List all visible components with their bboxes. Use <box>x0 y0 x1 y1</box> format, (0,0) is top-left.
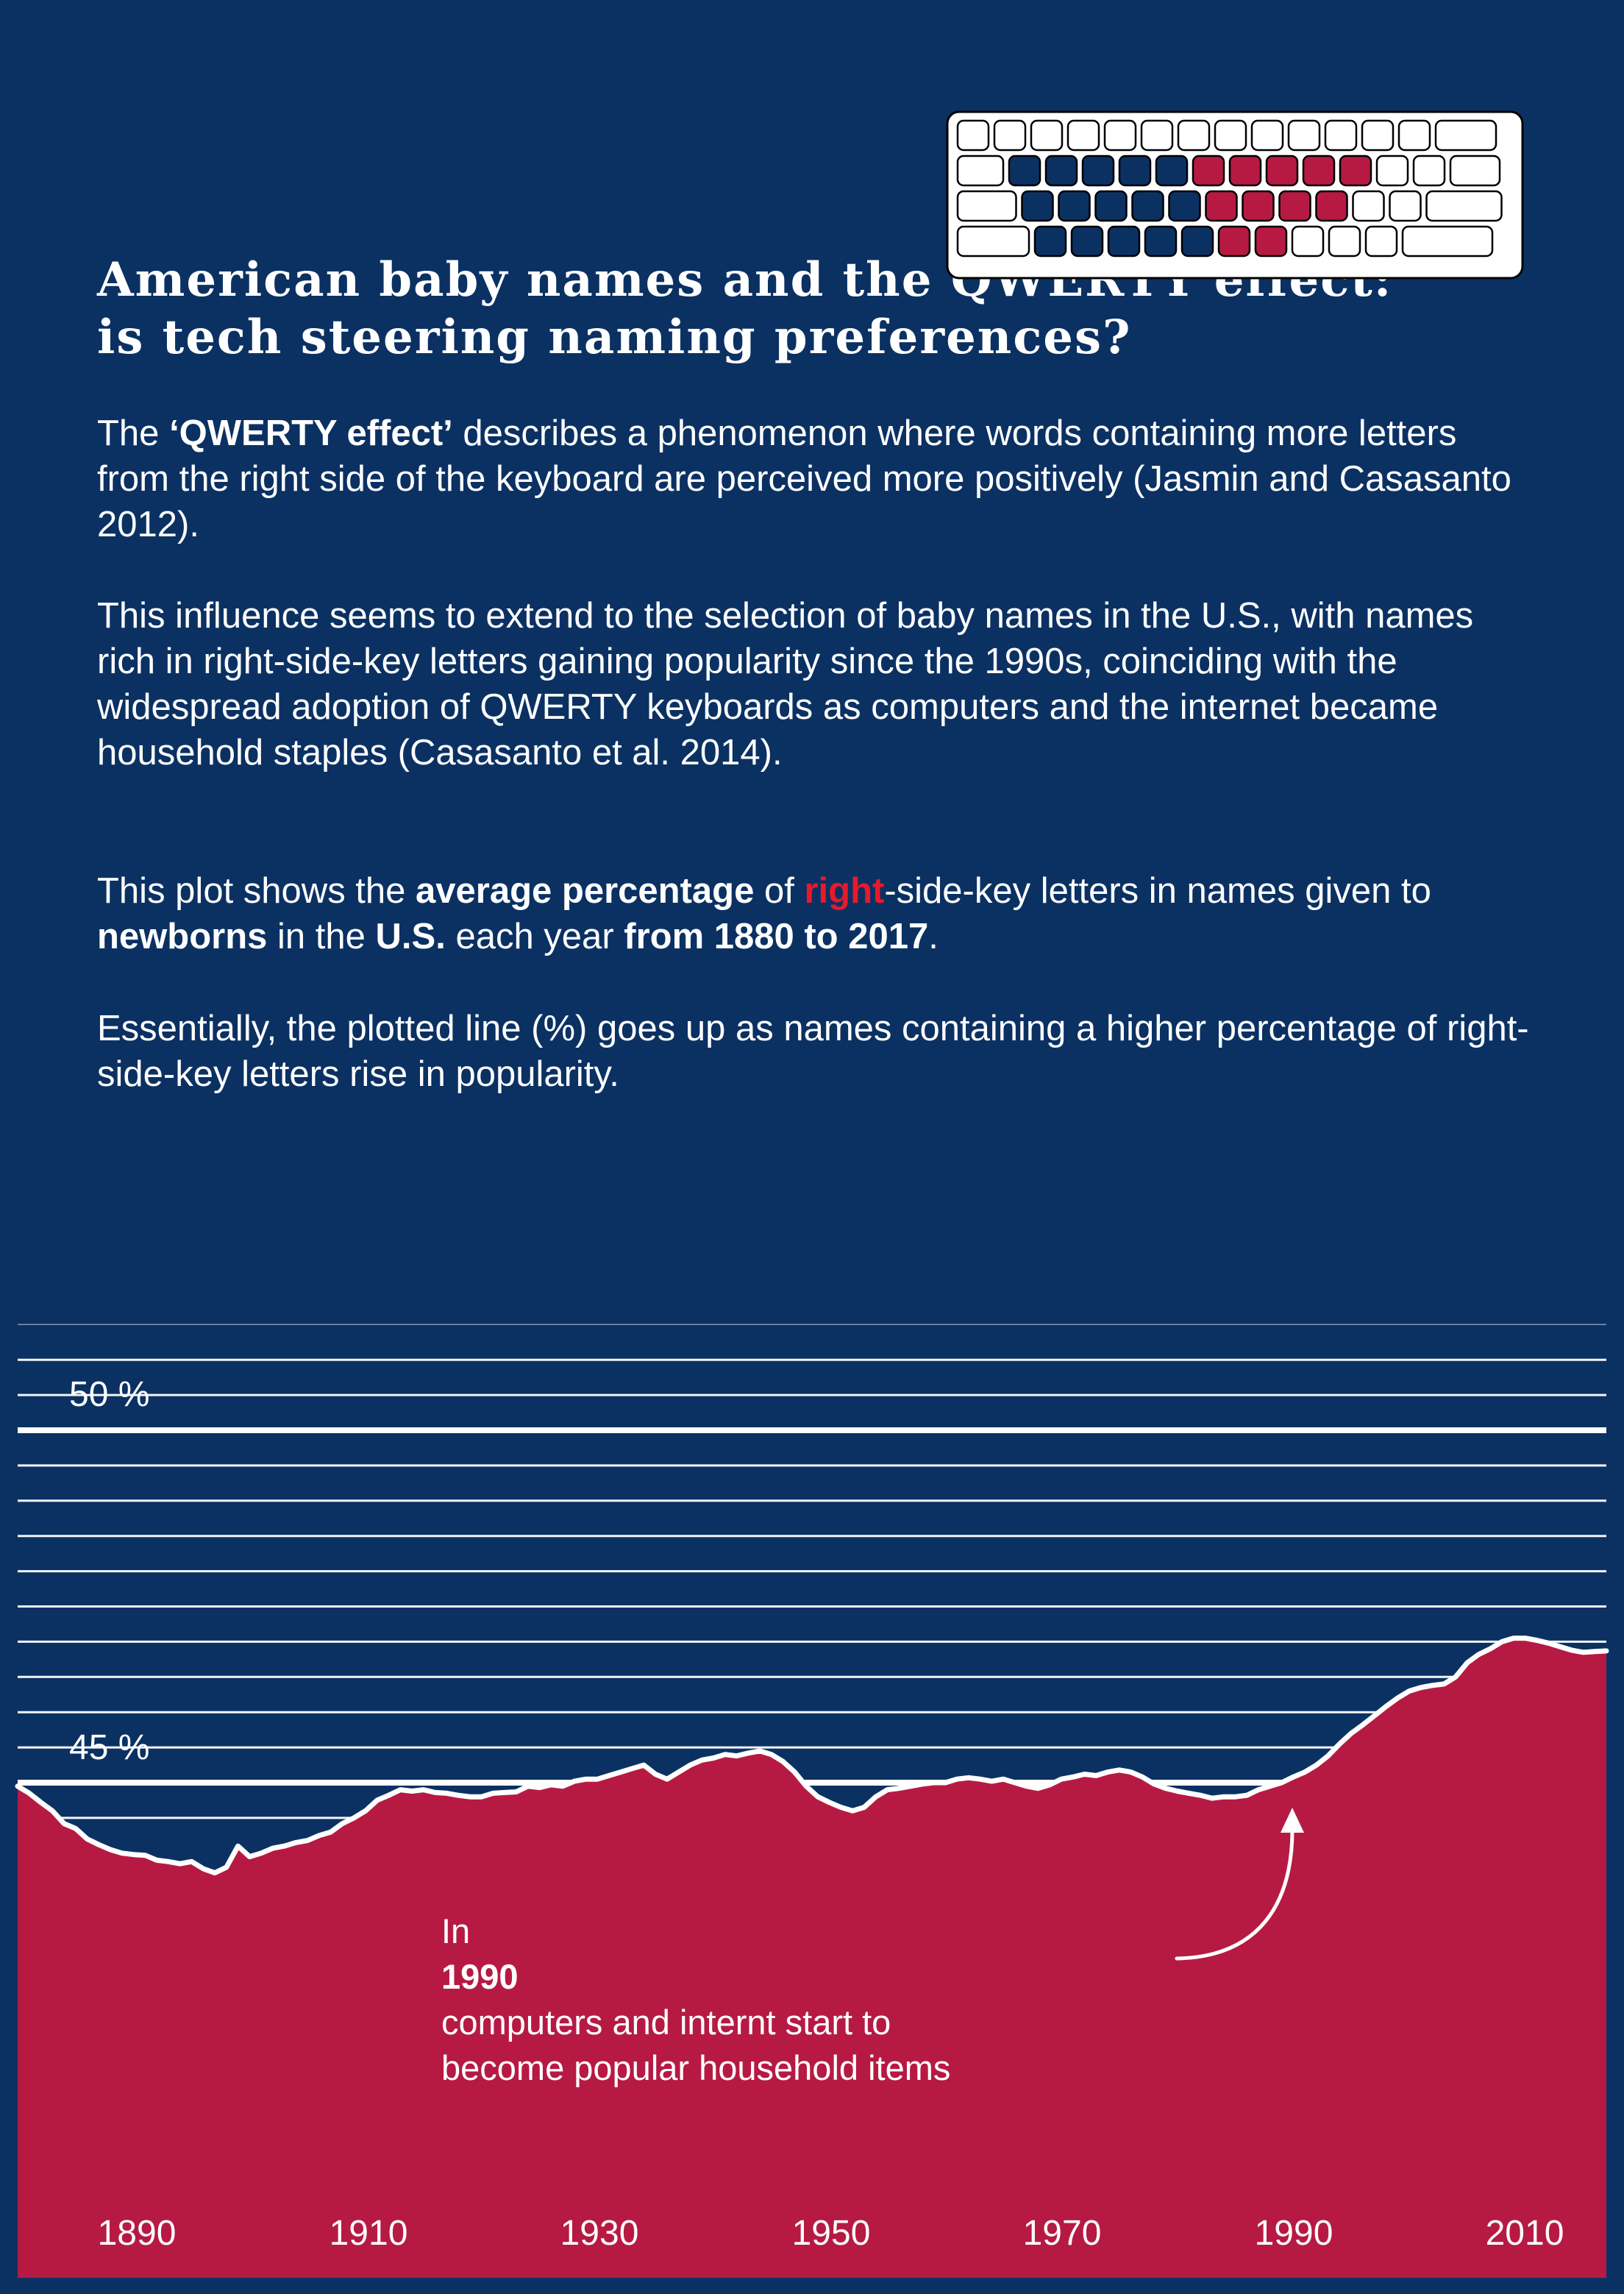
keyboard-key <box>1287 119 1321 152</box>
keyboard-key <box>1205 190 1238 222</box>
plot-description-paragraph: This plot shows the average percentage o… <box>97 871 1431 956</box>
keyboard-key <box>1155 155 1189 187</box>
qwerty-effect-term: ‘QWERTY effect’ <box>169 413 453 453</box>
title-line-2: is tech steering naming preferences? <box>97 310 1132 365</box>
keyboard-key <box>1131 190 1164 222</box>
x-tick-label-1890: 1890 <box>97 2214 177 2253</box>
influence-paragraph: This influence seems to extend to the se… <box>97 596 1474 773</box>
keyboard-key <box>1434 119 1497 152</box>
keyboard-key <box>1412 155 1446 187</box>
keyboard-key <box>1328 225 1361 258</box>
keyboard-key <box>1214 119 1247 152</box>
keyboard-key <box>1081 155 1115 187</box>
keyboard-key <box>1217 225 1251 258</box>
keyboard-key <box>1168 190 1201 222</box>
keyboard-key <box>1008 155 1041 187</box>
keyboard-key <box>1324 119 1358 152</box>
keyboard-key <box>1094 190 1128 222</box>
x-tick-label-1910: 1910 <box>329 2214 408 2253</box>
x-tick-label-1970: 1970 <box>1022 2214 1102 2253</box>
keyboard-key <box>1315 190 1348 222</box>
keyboard-key <box>1058 190 1091 222</box>
keyboard-key <box>1180 225 1214 258</box>
keyboard-key <box>1144 225 1178 258</box>
intro-paragraph: The ‘QWERTY effect’ describes a phenomen… <box>97 413 1511 544</box>
annotation-1990: In 1990 computers and internt start to b… <box>441 1911 951 2087</box>
x-tick-label-1930: 1930 <box>560 2214 639 2253</box>
keyboard-key <box>1401 225 1494 258</box>
keyboard-key <box>1254 225 1288 258</box>
keyboard-key <box>1021 190 1054 222</box>
keyboard-key <box>1278 190 1311 222</box>
keyboard-key <box>1375 155 1409 187</box>
keyboard-key <box>956 225 1030 258</box>
x-tick-label-1950: 1950 <box>791 2214 871 2253</box>
explanation-paragraph: Essentially, the plotted line (%) goes u… <box>97 1009 1529 1094</box>
keyboard-key <box>956 155 1005 187</box>
keyboard-key <box>956 119 990 152</box>
keyboard-key <box>1265 155 1299 187</box>
annotation-arrowhead <box>1281 1808 1304 1833</box>
keyboard-key <box>1389 190 1422 222</box>
keyboard-key <box>1242 190 1275 222</box>
keyboard-key <box>1352 190 1385 222</box>
keyboard-key <box>956 190 1017 222</box>
keyboard-key <box>1066 119 1100 152</box>
keyboard-key <box>1250 119 1284 152</box>
keyboard-key <box>1044 155 1078 187</box>
keyboard-key <box>1449 155 1501 187</box>
keyboard-key <box>1107 225 1141 258</box>
keyboard-key <box>1118 155 1152 187</box>
keyboard-key <box>1291 225 1325 258</box>
keyboard-key <box>1192 155 1225 187</box>
keyboard-key <box>1361 119 1395 152</box>
keyboard-key <box>1177 119 1211 152</box>
right-highlight: right <box>804 871 885 911</box>
keyboard-key <box>1397 119 1431 152</box>
keyboard-key <box>1364 225 1398 258</box>
qwerty-keyboard-icon <box>946 110 1524 280</box>
keyboard-key <box>1103 119 1137 152</box>
x-tick-label-1990: 1990 <box>1254 2214 1333 2253</box>
keyboard-key <box>1140 119 1174 152</box>
y-tick-label-45: 45 % <box>69 1728 150 1767</box>
keyboard-key <box>1030 119 1064 152</box>
annotation-arrow <box>1175 1825 1294 1961</box>
keyboard-key <box>1228 155 1262 187</box>
keyboard-key <box>1302 155 1336 187</box>
chart-area <box>15 1324 1609 2278</box>
keyboard-key <box>993 119 1027 152</box>
series-line <box>15 1636 1609 1876</box>
keyboard-key <box>1425 190 1503 222</box>
keyboard-key <box>1339 155 1372 187</box>
y-tick-label-50: 50 % <box>69 1375 150 1414</box>
keyboard-key <box>1070 225 1104 258</box>
x-tick-label-2010: 2010 <box>1485 2214 1564 2253</box>
keyboard-key <box>1033 225 1067 258</box>
